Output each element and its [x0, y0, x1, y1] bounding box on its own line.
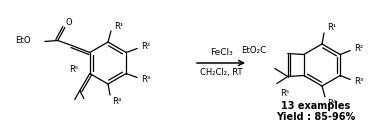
Text: FeCl₃: FeCl₃ — [210, 47, 232, 57]
Text: EtO₂C: EtO₂C — [241, 46, 266, 55]
Text: O: O — [65, 18, 72, 27]
Text: R⁴: R⁴ — [112, 96, 122, 106]
Text: R³: R³ — [142, 75, 151, 84]
Text: R²: R² — [355, 44, 364, 53]
Text: R⁵: R⁵ — [280, 89, 290, 98]
Text: R¹: R¹ — [115, 21, 124, 31]
Text: R³: R³ — [355, 77, 364, 86]
Text: R⁵: R⁵ — [69, 65, 79, 74]
Text: R⁴: R⁴ — [327, 99, 337, 108]
Text: R¹: R¹ — [327, 22, 337, 31]
Text: R²: R² — [142, 42, 151, 51]
Text: 13 examples: 13 examples — [281, 101, 351, 111]
Text: CH₂Cl₂, RT: CH₂Cl₂, RT — [200, 67, 242, 76]
Text: EtO: EtO — [15, 36, 31, 45]
Text: Yield : 85-96%: Yield : 85-96% — [276, 112, 356, 122]
